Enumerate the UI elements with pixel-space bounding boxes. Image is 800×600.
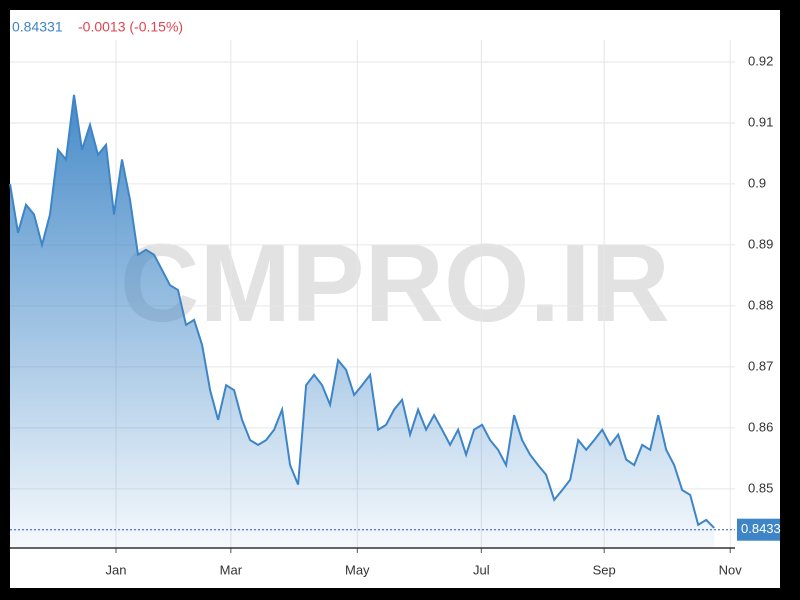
x-tick-label: Nov: [719, 562, 743, 577]
x-tick-label: Mar: [220, 562, 243, 577]
area: [10, 94, 715, 549]
x-tick-label: Jul: [473, 562, 490, 577]
y-tick-label: 0.85: [748, 480, 773, 495]
x-tick-label: Jan: [106, 562, 127, 577]
x-tick-label: May: [345, 562, 370, 577]
y-tick-label: 0.9: [748, 175, 766, 190]
change: -0.0013 (-0.15%): [78, 19, 183, 35]
y-tick-label: 0.87: [748, 358, 773, 373]
last-value-label: 0.8433: [741, 521, 781, 536]
price: 0.84331: [12, 19, 63, 35]
line: [9, 94, 715, 529]
x-tick-label: Sep: [593, 562, 616, 577]
y-tick-label: 0.88: [748, 297, 773, 312]
last-value-box: [737, 518, 780, 541]
y-tick-label: 0.86: [748, 419, 773, 434]
y-tick-label: 0.92: [748, 53, 773, 68]
watermark: CMPRO.IR: [120, 222, 670, 345]
y-tick-label: 0.89: [748, 236, 773, 251]
y-tick-label: 0.91: [748, 114, 773, 129]
